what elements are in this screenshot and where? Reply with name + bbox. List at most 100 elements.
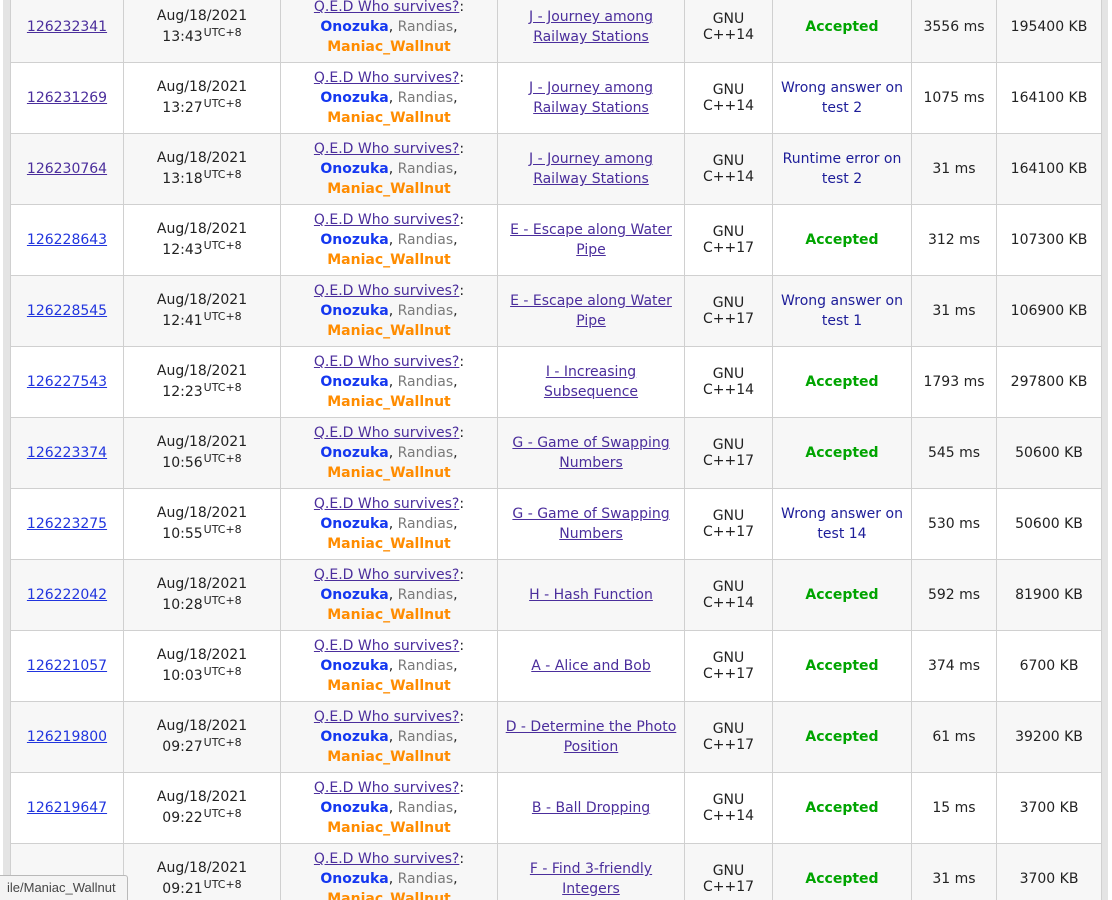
submissions-table: 126232341 Aug/18/2021 13:43UTC+8 Q.E.D W… (10, 0, 1102, 900)
user-handle-link[interactable]: Maniac_Wallnut (327, 678, 451, 694)
team-link[interactable]: Q.E.D Who survives? (313, 0, 460, 15)
user-handle-link[interactable]: Onozuka (320, 658, 389, 674)
submission-id-link[interactable]: 126232341 (26, 19, 108, 35)
user-handle-link[interactable]: Onozuka (320, 303, 389, 319)
user-handle-link[interactable]: Onozuka (320, 90, 389, 106)
user-handle-link[interactable]: Maniac_Wallnut (327, 252, 451, 268)
user-handle-link[interactable]: Randias (397, 19, 454, 35)
submission-time: 09:27 (162, 739, 203, 755)
submission-date: Aug/18/2021 (156, 8, 248, 24)
user-handle-link[interactable]: Onozuka (320, 445, 389, 461)
team-link[interactable]: Q.E.D Who survives? (313, 638, 460, 654)
user-handle-link[interactable]: Randias (397, 800, 454, 816)
team-link[interactable]: Q.E.D Who survives? (313, 496, 460, 512)
submission-time: 13:27 (162, 100, 203, 116)
user-handle-link[interactable]: Onozuka (320, 871, 389, 887)
problem-link[interactable]: I - Increasing Subsequence (543, 364, 639, 400)
submission-id-link[interactable]: 126228643 (26, 232, 108, 248)
submission-id-link[interactable]: 126231269 (26, 90, 108, 106)
problem-link[interactable]: G - Game of Swapping Numbers (512, 506, 670, 542)
team-link[interactable]: Q.E.D Who survives? (313, 212, 460, 228)
submission-id-link[interactable]: 126222042 (26, 587, 108, 603)
submission-id-link[interactable]: 126219800 (26, 729, 108, 745)
problem-link[interactable]: H - Hash Function (529, 587, 653, 603)
team-members: Onozuka, Randias, Maniac_Wallnut (320, 19, 458, 55)
user-handle-link[interactable]: Randias (397, 871, 454, 887)
user-handle-link[interactable]: Randias (397, 658, 454, 674)
exec-time-cell: 1075 ms (911, 62, 997, 134)
submission-time: 12:23 (162, 384, 203, 400)
user-handle-link[interactable]: Maniac_Wallnut (327, 323, 451, 339)
problem-link[interactable]: J - Journey among Railway Stations (529, 9, 653, 45)
submission-id-link[interactable]: 126223275 (26, 516, 108, 532)
submission-id-link[interactable]: 126230764 (26, 161, 108, 177)
user-handle-link[interactable]: Randias (397, 445, 454, 461)
user-handle-link[interactable]: Onozuka (320, 516, 389, 532)
user-handle-link[interactable]: Maniac_Wallnut (327, 891, 451, 900)
verdict: Wrong answer on test 2 (781, 80, 903, 116)
problem-cell: J - Journey among Railway Stations (497, 0, 685, 63)
user-handle-link[interactable]: Maniac_Wallnut (327, 110, 451, 126)
problem-link[interactable]: J - Journey among Railway Stations (529, 80, 653, 116)
who-cell: Q.E.D Who survives?: Onozuka, Randias, M… (280, 62, 498, 134)
verdict: Runtime error on test 2 (782, 151, 902, 187)
user-handle-link[interactable]: Maniac_Wallnut (327, 536, 451, 552)
team-link[interactable]: Q.E.D Who survives? (313, 141, 460, 157)
submission-id-link[interactable]: 126219647 (26, 800, 108, 816)
when-cell: Aug/18/2021 10:03UTC+8 (123, 630, 281, 702)
user-handle-link[interactable]: Onozuka (320, 800, 389, 816)
verdict: Accepted (805, 232, 879, 248)
problem-link[interactable]: J - Journey among Railway Stations (529, 151, 653, 187)
user-handle-link[interactable]: Randias (397, 729, 454, 745)
problem-link[interactable]: E - Escape along Water Pipe (510, 293, 672, 329)
user-handle-link[interactable]: Onozuka (320, 587, 389, 603)
memory-cell: 195400 KB (996, 0, 1102, 63)
user-handle-link[interactable]: Randias (397, 516, 454, 532)
team-link[interactable]: Q.E.D Who survives? (313, 567, 460, 583)
problem-cell: D - Determine the Photo Position (497, 701, 685, 773)
submission-id-link[interactable]: 126223374 (26, 445, 108, 461)
user-handle-link[interactable]: Maniac_Wallnut (327, 607, 451, 623)
user-handle-link[interactable]: Maniac_Wallnut (327, 394, 451, 410)
submission-date: Aug/18/2021 (156, 434, 248, 450)
user-handle-link[interactable]: Maniac_Wallnut (327, 465, 451, 481)
team-link[interactable]: Q.E.D Who survives? (313, 425, 460, 441)
user-handle-link[interactable]: Onozuka (320, 161, 389, 177)
user-handle-link[interactable]: Randias (397, 232, 454, 248)
user-handle-link[interactable]: Onozuka (320, 729, 389, 745)
submission-time-line: 10:56UTC+8 (129, 452, 275, 474)
user-handle-link[interactable]: Maniac_Wallnut (327, 820, 451, 836)
problem-link[interactable]: B - Ball Dropping (531, 800, 651, 816)
problem-link[interactable]: A - Alice and Bob (531, 658, 651, 674)
team-link[interactable]: Q.E.D Who survives? (313, 70, 460, 86)
memory-cell: 106900 KB (996, 275, 1102, 347)
problem-link[interactable]: D - Determine the Photo Position (505, 719, 677, 755)
team-link[interactable]: Q.E.D Who survives? (313, 709, 460, 725)
submission-id-link[interactable]: 126221057 (26, 658, 108, 674)
submission-id-link[interactable]: 126227543 (26, 374, 108, 390)
team-link[interactable]: Q.E.D Who survives? (313, 283, 460, 299)
problem-link[interactable]: G - Game of Swapping Numbers (512, 435, 670, 471)
user-handle-link[interactable]: Randias (397, 303, 454, 319)
user-handle-link[interactable]: Randias (397, 90, 454, 106)
user-handle-link[interactable]: Maniac_Wallnut (327, 39, 451, 55)
submission-row: 126227543 Aug/18/2021 12:23UTC+8 Q.E.D W… (10, 346, 1102, 418)
team-link[interactable]: Q.E.D Who survives? (313, 851, 460, 867)
problem-link[interactable]: E - Escape along Water Pipe (510, 222, 672, 258)
problem-link[interactable]: F - Find 3-friendly Integers (529, 861, 653, 897)
user-handle-link[interactable]: Randias (397, 161, 454, 177)
language-cell: GNU C++17 (684, 204, 773, 276)
user-handle-link[interactable]: Randias (397, 374, 454, 390)
user-handle-link[interactable]: Onozuka (320, 374, 389, 390)
team-link[interactable]: Q.E.D Who survives? (313, 780, 460, 796)
user-handle-link[interactable]: Onozuka (320, 232, 389, 248)
user-handle-link[interactable]: Maniac_Wallnut (327, 181, 451, 197)
user-handle-link[interactable]: Maniac_Wallnut (327, 749, 451, 765)
submission-id-link[interactable]: 126228545 (26, 303, 108, 319)
team-link[interactable]: Q.E.D Who survives? (313, 354, 460, 370)
user-handle-link[interactable]: Randias (397, 587, 454, 603)
verdict-cell: Accepted (772, 0, 912, 63)
submission-date: Aug/18/2021 (156, 860, 248, 876)
verdict-cell: Accepted (772, 843, 912, 900)
user-handle-link[interactable]: Onozuka (320, 19, 389, 35)
